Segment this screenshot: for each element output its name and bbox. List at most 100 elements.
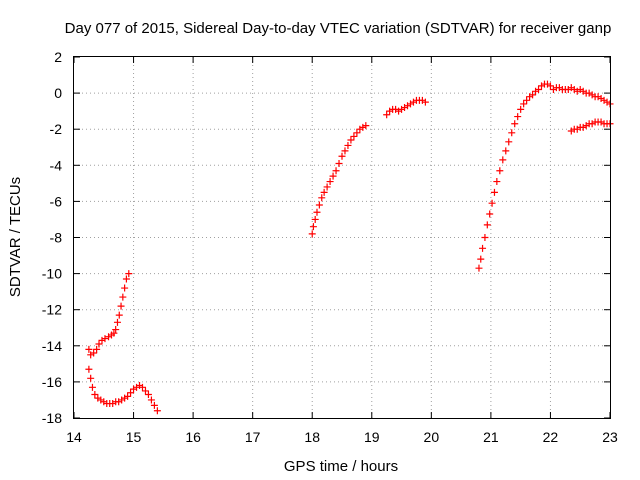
data-point	[350, 132, 358, 140]
data-point	[127, 389, 135, 397]
data-point	[523, 96, 531, 104]
data-point	[125, 270, 133, 278]
data-point	[318, 194, 326, 202]
data-point	[147, 396, 155, 404]
x-tick-label: 20	[424, 429, 440, 445]
data-point	[493, 178, 501, 186]
data-point	[535, 85, 543, 93]
data-point	[479, 244, 487, 252]
x-tick-label: 22	[543, 429, 559, 445]
data-point	[138, 383, 146, 391]
y-tick-label: -12	[42, 302, 62, 318]
y-tick-label: -4	[50, 157, 63, 173]
data-point	[119, 293, 127, 301]
data-point	[338, 152, 346, 160]
data-point	[332, 167, 340, 175]
data-point	[115, 311, 123, 319]
data-point	[93, 345, 101, 353]
data-point	[483, 221, 491, 229]
data-point	[112, 326, 120, 334]
data-point	[308, 230, 316, 238]
data-point	[144, 391, 152, 399]
y-tick-label: -18	[42, 410, 62, 426]
data-point	[121, 284, 129, 292]
grid	[74, 57, 610, 418]
data-point	[477, 255, 485, 263]
series-seg-c	[308, 122, 370, 238]
data-point	[511, 120, 519, 128]
data-point	[499, 156, 507, 164]
data-point	[122, 275, 130, 283]
data-point	[124, 392, 132, 400]
data-point	[313, 208, 321, 216]
data-point	[353, 129, 361, 137]
x-tick-label: 21	[483, 429, 499, 445]
y-tick-label: -14	[42, 338, 62, 354]
data-point	[113, 318, 121, 326]
data-point	[320, 188, 328, 196]
data-point	[514, 113, 522, 121]
y-tick-label: -8	[50, 230, 63, 246]
y-tick-label: -16	[42, 374, 62, 390]
data-point	[85, 365, 93, 373]
data-point	[309, 223, 317, 231]
data-point	[311, 215, 319, 223]
data-point	[88, 383, 96, 391]
x-tick-label: 18	[304, 429, 320, 445]
data-point	[496, 167, 504, 175]
data-point	[520, 100, 528, 108]
data-point	[508, 129, 516, 137]
data-point	[344, 141, 352, 149]
data-point	[529, 91, 537, 99]
data-point	[481, 234, 489, 241]
x-axis-label: GPS time / hours	[284, 458, 398, 475]
x-tick-label: 14	[66, 429, 82, 445]
data-point	[347, 136, 355, 144]
data-point	[110, 329, 118, 337]
y-tick-label: -2	[50, 121, 63, 137]
data-point	[95, 340, 103, 348]
data-point	[87, 374, 95, 382]
x-tick-label: 19	[364, 429, 380, 445]
x-tick-label: 15	[126, 429, 142, 445]
data-point	[329, 172, 337, 180]
data-point	[546, 82, 554, 90]
y-tick-labels: 2 0 -2 -4 -6 -8 -10 -12 -14 -16 -18	[42, 49, 62, 426]
y-tick-label: 0	[54, 85, 62, 101]
x-tick-label: 17	[245, 429, 261, 445]
data-point	[150, 401, 158, 409]
data-point	[153, 407, 161, 415]
data-point	[141, 387, 149, 395]
data-point	[490, 188, 498, 196]
data-point	[341, 147, 349, 155]
data-points	[85, 80, 614, 415]
series-seg-a	[85, 270, 133, 359]
y-tick-label: 2	[54, 49, 62, 65]
data-point	[117, 302, 125, 310]
data-point	[421, 98, 429, 106]
series-seg-b	[85, 365, 161, 415]
x-tick-labels: 14 15 16 17 18 19 20 21 22 23	[66, 429, 618, 445]
y-tick-label: -10	[42, 266, 62, 282]
series-seg-d	[383, 96, 429, 119]
data-point	[383, 111, 391, 119]
x-tick-label: 23	[602, 429, 618, 445]
data-point	[326, 178, 334, 186]
y-tick-label: -6	[50, 193, 63, 209]
series-seg-e	[475, 80, 614, 272]
data-point	[90, 349, 98, 357]
data-point	[315, 201, 323, 209]
data-point	[101, 335, 109, 343]
data-point	[91, 391, 99, 399]
data-point	[517, 105, 525, 113]
plot-frame	[73, 56, 611, 419]
data-point	[362, 122, 370, 130]
x-tick-label: 16	[185, 429, 201, 445]
y-axis-label: SDTVAR / TECUs	[7, 177, 24, 297]
chart-title: Day 077 of 2015, Sidereal Day-to-day VTE…	[65, 20, 612, 37]
data-point	[502, 147, 510, 155]
data-point	[475, 264, 483, 272]
data-point	[323, 183, 331, 191]
series-seg-f	[567, 118, 614, 135]
